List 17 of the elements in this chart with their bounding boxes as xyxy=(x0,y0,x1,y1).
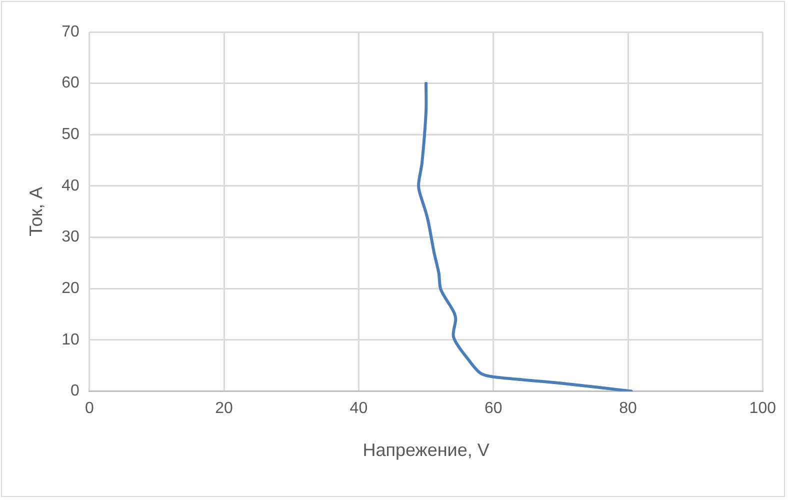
x-tick-label: 40 xyxy=(350,400,368,418)
x-tick-label: 60 xyxy=(484,400,502,418)
x-tick-label: 20 xyxy=(215,400,234,418)
y-tick-label: 10 xyxy=(62,331,80,348)
y-tick-label: 60 xyxy=(62,74,80,92)
y-tick-label: 40 xyxy=(62,177,80,194)
y-tick-label: 20 xyxy=(62,280,80,297)
y-tick-label: 50 xyxy=(62,126,80,144)
y-tick-label: 30 xyxy=(62,228,80,246)
y-tick-label: 70 xyxy=(62,23,80,40)
y-tick-label: 0 xyxy=(70,382,80,400)
x-tick-label: 80 xyxy=(619,400,637,418)
x-axis-title: Напрежение, V xyxy=(362,440,490,460)
x-tick-label: 0 xyxy=(84,400,94,418)
x-tick-label: 100 xyxy=(749,400,776,418)
line-series xyxy=(417,82,633,392)
y-axis-title: Ток, A xyxy=(26,186,46,236)
